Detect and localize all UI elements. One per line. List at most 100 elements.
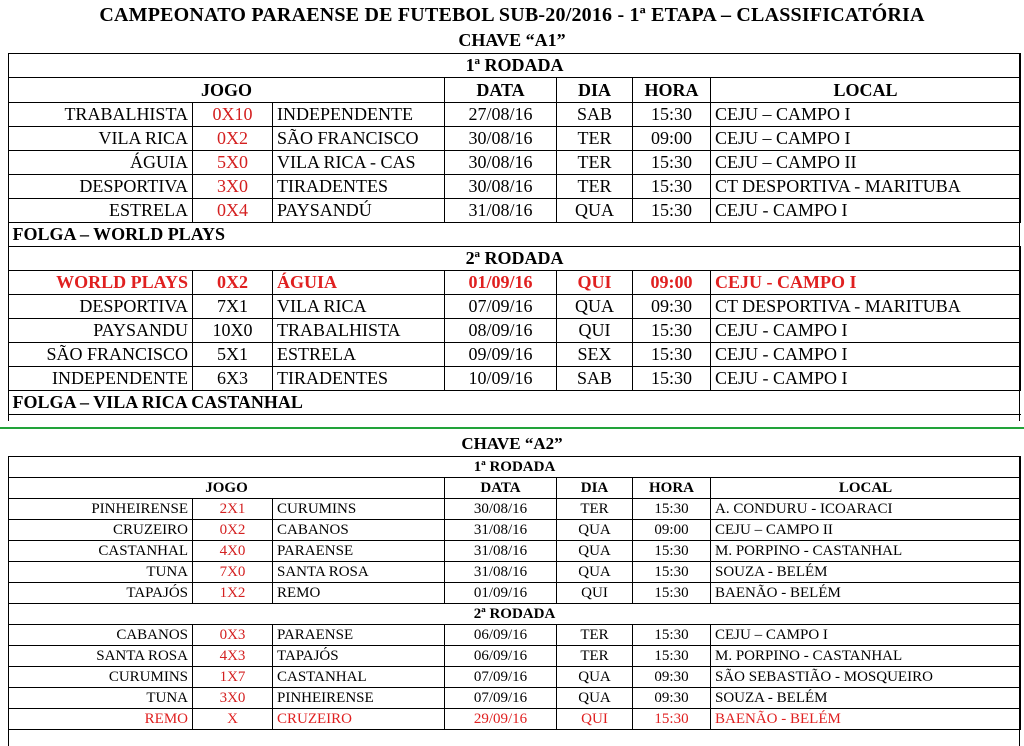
game-day: QUA [556, 666, 633, 688]
game-day: QUA [556, 198, 633, 223]
game-date: 10/09/16 [444, 366, 557, 391]
game-row: WORLD PLAYS 0X2 ÁGUIA 01/09/16 QUI 09:00 CEJU … [8, 270, 1022, 295]
game-date: 29/09/16 [444, 708, 557, 730]
away-team: PARAENSE [272, 540, 445, 562]
game-day: QUA [556, 561, 633, 583]
away-team: ÁGUIA [272, 270, 445, 295]
game-row: SÃO FRANCISCO 5X1 ESTRELA 09/09/16 SEX 15:30 C… [8, 342, 1022, 367]
game-time: 15:30 [632, 174, 711, 199]
game-time: 15:30 [632, 540, 711, 562]
home-team: ÁGUIA [8, 150, 193, 175]
game-time: 15:30 [632, 498, 711, 520]
game-day: TER [556, 126, 633, 151]
away-team: SÃO FRANCISCO [272, 126, 445, 151]
away-team: PINHEIRENSE [272, 687, 445, 709]
game-day: TER [556, 150, 633, 175]
header-dia: DIA [556, 77, 633, 103]
home-team: DESPORTIVA [8, 294, 193, 319]
game-day: SEX [556, 342, 633, 367]
home-team: CURUMINS [8, 666, 193, 688]
game-time: 15:30 [632, 624, 711, 646]
home-team: CASTANHAL [8, 540, 193, 562]
game-time: 09:00 [632, 270, 711, 295]
game-time: 15:30 [632, 102, 711, 127]
game-local: CEJU – CAMPO II [709, 150, 1022, 175]
game-row: CURUMINS 1X7 CASTANHAL 07/09/16 QUA 09:30 SÃO … [8, 666, 1022, 688]
home-team: PAYSANDU [8, 318, 193, 343]
game-date: 07/09/16 [444, 666, 557, 688]
score: 0X2 [192, 270, 273, 295]
game-date: 30/08/16 [444, 498, 557, 520]
game-row: SANTA ROSA 4X3 TAPAJÓS 06/09/16 TER 15:30 M. P… [8, 645, 1022, 667]
header-local: LOCAL [709, 77, 1022, 103]
home-team: TUNA [8, 687, 193, 709]
home-team: REMO [8, 708, 193, 730]
game-row: DESPORTIVA 3X0 TIRADENTES 30/08/16 TER 15:30 C… [8, 174, 1022, 199]
score: 0X10 [192, 102, 273, 127]
column-headers: JOGO DATA DIA HORA LOCAL [8, 77, 1022, 103]
game-time: 15:30 [632, 318, 711, 343]
game-date: 07/09/16 [444, 294, 557, 319]
rodada-1-header-label: 1ª RODADA [7, 456, 1022, 478]
game-local: SOUZA - BELÉM [709, 561, 1022, 583]
header-local: LOCAL [709, 477, 1022, 499]
chave-a2-table: 1ª RODADA JOGO DATA DIA HORA LOCAL PINHEIRENSE… [7, 456, 1022, 730]
game-day: SAB [556, 366, 633, 391]
game-local: BAENÃO - BELÉM [709, 582, 1022, 604]
game-day: QUA [556, 540, 633, 562]
game-day: QUI [556, 708, 633, 730]
game-row: ÁGUIA 5X0 VILA RICA - CAS 30/08/16 TER 15:30 C… [8, 150, 1022, 175]
game-date: 27/08/16 [444, 102, 557, 127]
away-team: PAYSANDÚ [272, 198, 445, 223]
game-time: 09:00 [632, 519, 711, 541]
home-team: INDEPENDENTE [8, 366, 193, 391]
away-team: VILA RICA - CAS [272, 150, 445, 175]
game-day: TER [556, 624, 633, 646]
game-date: 31/08/16 [444, 519, 557, 541]
game-row: CABANOS 0X3 PARAENSE 06/09/16 TER 15:30 CEJU –… [8, 624, 1022, 646]
game-row: VILA RICA 0X2 SÃO FRANCISCO 30/08/16 TER 09:0… [8, 126, 1022, 151]
score: 0X4 [192, 198, 273, 223]
game-day: QUA [556, 294, 633, 319]
game-local: M. PORPINO - CASTANHAL [709, 540, 1022, 562]
game-date: 06/09/16 [444, 624, 557, 646]
folga-row: FOLGA – VILA RICA CASTANHAL [8, 390, 1021, 415]
chave-a1-table: 1ª RODADA JOGO DATA DIA HORA LOCAL TRABALHISTA… [7, 53, 1022, 415]
game-day: QUA [556, 519, 633, 541]
header-jogo: JOGO [8, 77, 445, 103]
rodada-1-header: 1ª RODADA [7, 456, 1022, 478]
score: 4X0 [192, 540, 273, 562]
game-date: 31/08/16 [444, 540, 557, 562]
score: 3X0 [192, 174, 273, 199]
game-row: TUNA 7X0 SANTA ROSA 31/08/16 QUA 15:30 SOUZA -… [8, 561, 1022, 583]
game-local: CEJU - CAMPO I [709, 270, 1022, 295]
game-time: 09:30 [632, 687, 711, 709]
game-time: 15:30 [632, 198, 711, 223]
game-day: TER [556, 174, 633, 199]
away-team: CASTANHAL [272, 666, 445, 688]
game-row: CRUZEIRO 0X2 CABANOS 31/08/16 QUA 09:00 CEJU –… [8, 519, 1022, 541]
score: 0X3 [192, 624, 273, 646]
game-row: TUNA 3X0 PINHEIRENSE 07/09/16 QUA 09:30 SOUZA … [8, 687, 1022, 709]
game-local: SOUZA - BELÉM [709, 687, 1022, 709]
away-team: TIRADENTES [272, 366, 445, 391]
game-local: CT DESPORTIVA - MARITUBA [709, 174, 1022, 199]
away-team: SANTA ROSA [272, 561, 445, 583]
game-local: CT DESPORTIVA - MARITUBA [709, 294, 1022, 319]
game-day: QUI [556, 270, 633, 295]
game-time: 15:30 [632, 150, 711, 175]
game-date: 07/09/16 [444, 687, 557, 709]
header-hora: HORA [632, 477, 711, 499]
game-date: 31/08/16 [444, 561, 557, 583]
away-team: REMO [272, 582, 445, 604]
game-day: SAB [556, 102, 633, 127]
rodada-2-header: 2ª RODADA [7, 603, 1022, 625]
game-local: CEJU - CAMPO I [709, 318, 1022, 343]
home-team: PINHEIRENSE [8, 498, 193, 520]
away-team: TIRADENTES [272, 174, 445, 199]
game-time: 09:00 [632, 126, 711, 151]
score: 1X7 [192, 666, 273, 688]
game-date: 30/08/16 [444, 174, 557, 199]
game-row: DESPORTIVA 7X1 VILA RICA 07/09/16 QUA 09:30 CT… [8, 294, 1022, 319]
score: 7X1 [192, 294, 273, 319]
